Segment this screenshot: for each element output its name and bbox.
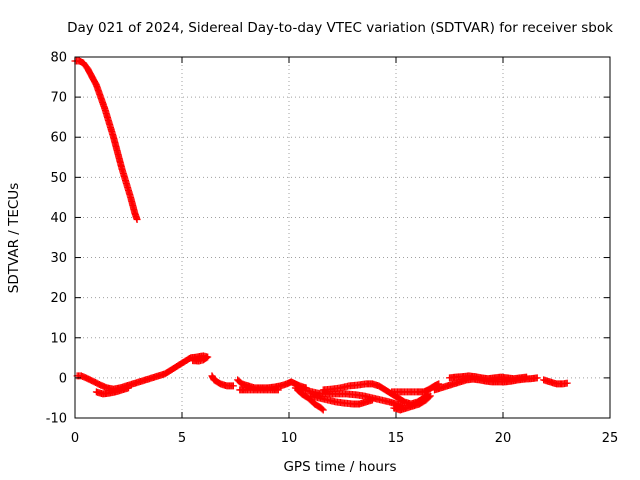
x-tick-label: 20 bbox=[495, 431, 512, 446]
series-track-11 bbox=[390, 392, 434, 414]
data-series bbox=[71, 57, 571, 414]
y-tick-label: 10 bbox=[50, 331, 67, 346]
data-point bbox=[319, 406, 327, 414]
y-tick-label: 30 bbox=[50, 251, 67, 266]
data-point bbox=[318, 405, 326, 413]
x-tick-label: 5 bbox=[178, 431, 186, 446]
series-track-1 bbox=[71, 57, 141, 223]
x-tick-label: 25 bbox=[602, 431, 619, 446]
series-track-12 bbox=[388, 380, 443, 396]
x-tick-label: 15 bbox=[388, 431, 405, 446]
y-tick-label: 80 bbox=[50, 51, 67, 66]
y-tick-label: 70 bbox=[50, 91, 67, 106]
y-axis-label: SDTVAR / TECUs bbox=[6, 183, 22, 293]
x-tick-label: 10 bbox=[281, 431, 298, 446]
axis-ticks: 0 5 10 15 20 25 -10 0 10 20 30 40 50 60 70 80 bbox=[46, 51, 619, 447]
data-point bbox=[229, 382, 237, 390]
series-track-9 bbox=[306, 392, 376, 408]
x-axis-label: GPS time / hours bbox=[283, 459, 396, 475]
data-point bbox=[426, 392, 434, 400]
plot-frame bbox=[74, 56, 611, 419]
y-tick-label: 40 bbox=[50, 211, 67, 226]
y-tick-label: -10 bbox=[46, 412, 67, 427]
chart-title: Day 021 of 2024, Sidereal Day-to-day VTE… bbox=[67, 20, 613, 36]
series-track-3 bbox=[92, 384, 132, 398]
series-track-4 bbox=[208, 372, 237, 390]
data-point bbox=[274, 386, 282, 394]
data-point bbox=[125, 384, 132, 392]
data-point bbox=[533, 374, 541, 382]
series-track-15 bbox=[540, 376, 571, 388]
y-tick-label: 0 bbox=[59, 371, 67, 386]
series-track-2 bbox=[73, 352, 212, 393]
data-point bbox=[133, 215, 141, 223]
grid-lines bbox=[75, 57, 610, 418]
y-tick-label: 60 bbox=[50, 131, 67, 146]
data-point bbox=[368, 396, 376, 404]
y-tick-label: 20 bbox=[50, 291, 67, 306]
data-point bbox=[189, 357, 197, 365]
x-tick-label: 0 bbox=[71, 431, 79, 446]
series-track-14 bbox=[446, 372, 531, 383]
data-point bbox=[425, 393, 433, 401]
series-track-6 bbox=[236, 386, 282, 394]
y-tick-label: 50 bbox=[50, 171, 67, 186]
data-point bbox=[523, 373, 531, 381]
data-point bbox=[563, 379, 571, 387]
